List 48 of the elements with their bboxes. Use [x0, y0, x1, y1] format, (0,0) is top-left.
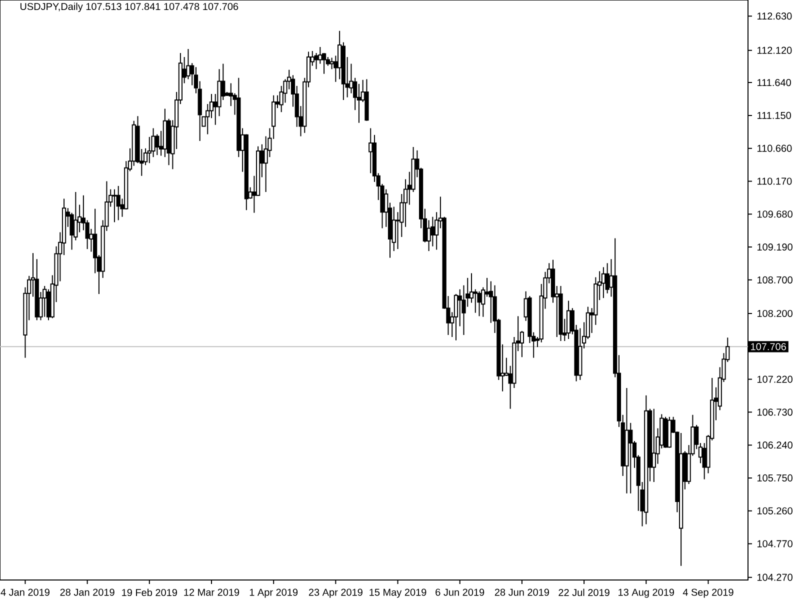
y-tick-label: 105.750 — [757, 474, 792, 482]
x-tick-label: 6 Jun 2019 — [436, 588, 484, 596]
candlestick — [368, 128, 373, 174]
x-tick-label: 13 Aug 2019 — [618, 588, 674, 598]
candlestick — [454, 294, 458, 341]
ref-line-label: 107.706 — [751, 343, 786, 350]
candlestick — [566, 300, 571, 340]
y-tick-label: 106.730 — [757, 408, 792, 416]
y-tick-label: 105.260 — [757, 507, 792, 514]
y-tick-label: 110.170 — [757, 178, 792, 185]
x-tick-label: 23 Apr 2019 — [308, 588, 362, 598]
y-tick-label: 108.700 — [757, 276, 792, 284]
y-tick-label: 109.680 — [757, 210, 792, 218]
candlestick — [652, 408, 656, 482]
candlestick — [605, 262, 610, 294]
y-tick-label: 111.150 — [757, 112, 791, 119]
x-tick-label: 4 Sep 2019 — [682, 588, 734, 598]
candlestick — [314, 52, 318, 70]
candlestick — [42, 285, 47, 318]
chart-title: USDJPY,Daily 107.513 107.841 107.478 107.706 — [20, 2, 238, 12]
x-tick-label: 15 May 2019 — [370, 588, 426, 598]
x-tick-label: 19 Feb 2019 — [122, 588, 177, 596]
candlestick — [628, 422, 633, 494]
candlestick — [426, 220, 431, 252]
y-tick-label: 104.770 — [757, 540, 792, 548]
candlestick — [116, 185, 120, 221]
y-tick-label: 111.640 — [757, 79, 791, 86]
x-tick-label: 22 Jul 2019 — [558, 588, 610, 596]
y-tick-label: 108.200 — [757, 310, 792, 318]
x-tick-label: 12 Mar 2019 — [184, 588, 240, 596]
candlestick — [155, 134, 160, 156]
candlestick — [112, 188, 117, 223]
candlestick — [473, 288, 478, 314]
x-tick-label: 4 Jan 2019 — [0, 588, 50, 596]
candlestick — [330, 57, 334, 70]
candlestick — [477, 290, 482, 317]
x-tick-label: 28 Jun 2019 — [494, 588, 549, 596]
y-tick-label: 110.660 — [757, 144, 792, 152]
x-tick-label: 1 Apr 2019 — [250, 588, 298, 598]
y-tick-label: 112.630 — [757, 12, 792, 20]
y-tick-label: 109.190 — [757, 243, 792, 251]
y-tick-label: 104.270 — [757, 574, 792, 581]
y-tick-label: 106.240 — [757, 442, 792, 449]
x-tick-label: 28 Jan 2019 — [60, 588, 114, 596]
y-tick-label: 107.220 — [757, 376, 792, 383]
candlestick — [430, 216, 435, 247]
candlestick — [601, 266, 606, 299]
y-tick-label: 112.120 — [757, 46, 792, 54]
